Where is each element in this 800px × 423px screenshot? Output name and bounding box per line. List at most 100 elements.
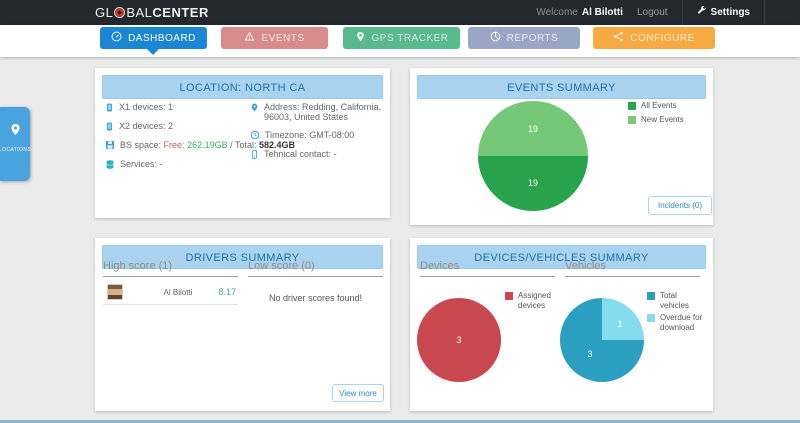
location-pin-icon	[9, 107, 22, 141]
no-scores-message: No driver scores found!	[268, 293, 363, 303]
incidents-button[interactable]: Incidents (0)	[648, 196, 712, 215]
tab-dashboard[interactable]: DASHBOARD	[100, 27, 207, 49]
contact-label: Tehnical contact:	[264, 149, 332, 159]
logo-globe-icon	[114, 7, 126, 18]
app-logo: GL BAL CENTER	[95, 0, 209, 25]
legend-swatch-all-events	[628, 102, 636, 110]
address-item: Address: Redding, California, 96003, Uni…	[250, 102, 383, 122]
phone-icon	[250, 149, 259, 162]
header-divider	[764, 0, 765, 25]
services-value: -	[159, 159, 163, 169]
active-tab-indicator	[147, 49, 159, 55]
view-more-button[interactable]: View more	[332, 384, 384, 402]
pie-value-overdue: 1	[617, 319, 623, 329]
footer-divider	[0, 420, 800, 423]
driver-score: 8.17	[218, 287, 236, 297]
bs-space-label: BS space:	[120, 140, 162, 150]
logo-text-mid: BAL	[126, 5, 153, 20]
tab-reports-label: REPORTS	[506, 32, 559, 44]
address-value: Redding, California, 96003, United State…	[264, 102, 382, 122]
device-icon	[105, 121, 114, 134]
free-label: Free:	[163, 140, 185, 150]
map-pin-icon	[355, 31, 366, 45]
legend-label-assigned-devices: Assigned devices	[518, 291, 551, 310]
tab-configure-label: CONFIGURE	[630, 32, 695, 44]
events-summary-panel: EVENTS SUMMARY 19 19 All Events New Even…	[410, 68, 713, 225]
legend-new-events: New Events	[628, 115, 684, 125]
report-icon	[490, 31, 501, 45]
location-panel-title: LOCATION: NORTH CA	[102, 75, 383, 99]
x2-devices-label: X2 devices:	[119, 121, 166, 131]
legend-swatch-assigned-devices	[505, 292, 513, 300]
sidebar-tab-label: LOCATIONS	[0, 147, 32, 153]
warning-icon	[244, 31, 255, 45]
legend-swatch-new-events	[628, 116, 636, 124]
legend-label-overdue-download: Overdue for download	[660, 313, 703, 332]
settings-label: Settings	[710, 7, 750, 18]
settings-button[interactable]: Settings	[697, 5, 750, 19]
x2-devices-item: X2 devices: 2	[105, 121, 173, 134]
services-item: Services: -	[105, 159, 163, 172]
disk-icon	[105, 140, 115, 152]
sidebar-tab-locations[interactable]: LOCATIONS	[0, 107, 32, 181]
legend-assigned-devices: Assigned devices	[505, 291, 555, 311]
logo-text-suffix: CENTER	[152, 5, 209, 20]
app-header: GL BAL CENTER Welcome Al Bilotti Logout Set…	[0, 0, 800, 25]
legend-label-all-events: All Events	[641, 101, 677, 110]
driver-avatar	[107, 284, 123, 300]
x1-devices-value: 1	[168, 102, 174, 112]
logout-link[interactable]: Logout	[636, 7, 668, 18]
pie-value-new-events: 19	[527, 124, 539, 134]
devices-heading: Devices	[420, 260, 555, 277]
vehicles-pie-chart: 1 3	[560, 298, 644, 382]
legend-overdue-download: Overdue for download	[647, 313, 705, 333]
devices-panel-title: DEVICES/VEHICLES SUMMARY	[417, 245, 706, 269]
device-icon	[105, 102, 114, 115]
drivers-summary-panel: DRIVERS SUMMARY High score (1) Low score…	[95, 238, 390, 411]
header-user-area: Welcome Al Bilotti Logout Settings	[536, 0, 765, 25]
total-value: 582.4GB	[259, 140, 296, 150]
tab-gps-tracker-label: GPS TRACKER	[371, 32, 449, 44]
pie-value-assigned-devices: 3	[456, 335, 462, 345]
legend-swatch-overdue-download	[647, 314, 655, 322]
tab-events[interactable]: EVENTS	[221, 27, 328, 49]
legend-swatch-total-vehicles	[647, 292, 655, 300]
tab-reports[interactable]: REPORTS	[468, 27, 580, 49]
contact-value: -	[333, 149, 337, 159]
driver-name: Al Bilotti	[163, 288, 193, 297]
timezone-value: GMT-08:00	[309, 130, 355, 140]
configure-icon	[613, 31, 624, 45]
welcome-label: Welcome	[536, 7, 578, 18]
x1-devices-label: X1 devices:	[119, 102, 166, 112]
x1-devices-item: X1 devices: 1	[105, 102, 173, 115]
low-score-heading: Low score (0)	[248, 260, 383, 277]
x2-devices-value: 2	[168, 121, 174, 131]
tab-configure[interactable]: CONFIGURE	[593, 27, 715, 49]
logo-text-prefix: GL	[95, 5, 114, 20]
services-label: Services:	[120, 159, 158, 169]
devices-vehicles-panel: DEVICES/VEHICLES SUMMARY Devices Vehicle…	[410, 238, 713, 411]
legend-total-vehicles: Total vehicles	[647, 291, 702, 311]
driver-row[interactable]: Al Bilotti 8.17	[103, 283, 238, 305]
legend-all-events: All Events	[628, 101, 677, 111]
devices-pie-chart: 3	[417, 298, 501, 382]
total-label: / Total:	[230, 140, 257, 150]
address-pin-icon	[250, 102, 259, 115]
timezone-item: Timezone: GMT-08:00	[250, 130, 383, 142]
pie-value-total-vehicles: 3	[587, 349, 593, 359]
timezone-label: Timezone:	[265, 130, 307, 140]
free-value: 262.19GB	[187, 140, 228, 150]
contact-item: Tehnical contact: -	[250, 149, 383, 162]
tab-gps-tracker[interactable]: GPS TRACKER	[343, 27, 460, 49]
legend-label-total-vehicles: Total vehicles	[660, 291, 689, 310]
location-panel: LOCATION: NORTH CA X1 devices: 1 X2 devi…	[95, 68, 390, 218]
high-score-heading: High score (1)	[103, 260, 238, 277]
header-divider	[681, 0, 683, 25]
gauge-icon	[111, 31, 122, 45]
main-nav: DASHBOARD EVENTS GPS TRACKER REPORTS CON…	[0, 25, 800, 57]
wrench-icon	[697, 5, 707, 19]
events-panel-title: EVENTS SUMMARY	[417, 75, 706, 99]
clock-icon	[250, 130, 260, 142]
bs-space-item: BS space: Free: 262.19GB / Total: 582.4G…	[105, 140, 295, 152]
